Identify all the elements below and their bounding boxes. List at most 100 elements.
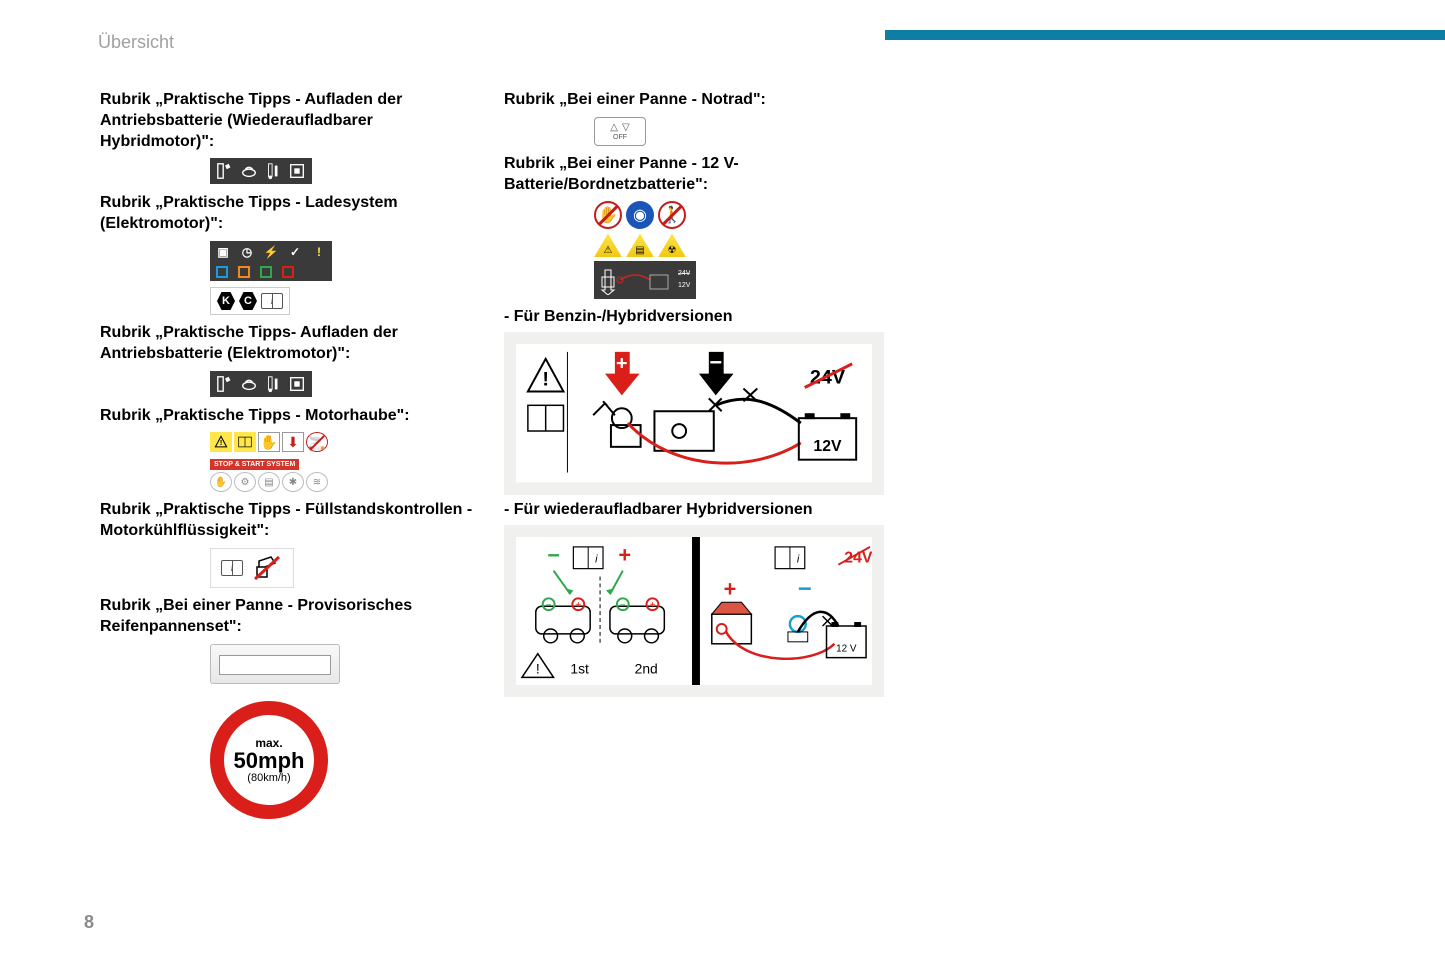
goggles-required-icon: ◉ [626,201,654,229]
icon-strip-hybrid-charge [210,158,480,185]
cable-icon [240,375,258,393]
jump-mini-diagram: 24V 12V [600,265,690,295]
charge-system-panel: ▣ ◷ ⚡ ✓ ! K C i [210,241,480,315]
right-column: Rubrik „Bei einer Panne - Notrad": △▽ OF… [504,86,884,827]
coolant-group: i [210,548,294,588]
charger-icon [288,162,306,180]
charge-panel-row2 [210,263,332,281]
hex-k: K [217,292,235,310]
v12-label: 12V [813,438,842,455]
left-column: Rubrik „Praktische Tipps - Aufladen der … [100,86,480,827]
spill-warn-icon: ⚠ [594,233,622,257]
no-pedestrian-icon: 🚶 [658,201,686,229]
motorhaube-icons: ! ✋ ⬇ 🚬 STOP & START SYSTEM ✋ ⚙ ▤ ✱ [210,432,480,492]
r-v12: 12 V [836,644,857,655]
kc-row: K C i [210,287,290,315]
tie-warn-icon: ⬇ [282,432,304,452]
svg-text:!: ! [536,660,540,676]
safety-row2: ⚠ ▤ ☢ [594,233,696,257]
rubrik-4: Rubrik „Praktische Tipps - Motorhaube": [100,406,480,427]
left-minus: − [547,543,560,568]
stop-start-label: STOP & START SYSTEM [210,459,299,470]
status-square-red [282,266,294,278]
motorhaube-row2: ✋ ⚙ ▤ ✱ ≋ [210,472,328,492]
plus-label: + [616,353,628,375]
cable-icon [240,162,258,180]
page-number: 8 [84,912,94,933]
heat-icon: ≋ [306,472,328,492]
plug-thermo-icon [264,162,282,180]
book-warn-icon: ▤ [626,233,654,257]
diagram-rechargeable-hybrid: − i + − + − + ! [504,525,884,697]
check-icon: ✓ [288,245,302,259]
svg-text:+: + [650,600,656,611]
safety-row1: ✋ ◉ 🚶 [594,201,696,229]
dark-icon-strip-2 [210,371,312,397]
tire-kit-group: max. 50mph (80km/h) [210,644,480,819]
off-label: OFF [603,134,637,141]
svg-text:12V: 12V [678,282,690,289]
alert-icon: ! [312,245,326,259]
status-square-blue [216,266,228,278]
battery-safety-icons: ✋ ◉ 🚶 ⚠ ▤ ☢ 24V [594,201,884,300]
second-label: 2nd [635,660,658,676]
coolant-icons: i [210,548,480,588]
header-accent-bar [885,30,1445,40]
jumpstart-diagram-1: ! + − [516,344,872,482]
hand-icon: ✋ [210,472,232,492]
page-header: Übersicht [0,32,1445,58]
tire-repair-kit-icon [210,644,340,684]
status-square-orange [238,266,250,278]
fan-icon: ✱ [282,472,304,492]
engine-icon: ⚙ [234,472,256,492]
first-label: 1st [570,660,589,676]
sub-benzin: - Für Benzin-/Hybridversionen [504,308,884,326]
charger-icon [288,375,306,393]
charge-panel: ▣ ◷ ⚡ ✓ ! [210,241,332,281]
rubrik-r1: Rubrik „Bei einer Panne - Notrad": [504,90,884,111]
triangle-pair: △▽ [603,122,637,133]
dark-icon-strip [210,158,312,184]
page-body: Rubrik „Praktische Tipps - Aufladen der … [100,86,890,827]
book-warn-icon [234,432,256,452]
no-open-hot-icon [253,555,283,581]
sub-wiederauflad: - Für wiederaufladbarer Hybridversionen [504,501,884,519]
rubrik-r2: Rubrik „Bei einer Panne - 12 V-Batterie/… [504,154,884,196]
jumpstart-diagram-2: − i + − + − + ! [516,537,872,685]
motorhaube-row-stopstart: STOP & START SYSTEM [210,453,328,471]
icon-strip-ev-charge [210,371,480,398]
book-info-icon: i [261,293,283,309]
rubrik-5: Rubrik „Praktische Tipps - Füllstandskon… [100,500,480,542]
dashboard-off-icon: △▽ OFF [594,117,646,146]
rubrik-3: Rubrik „Praktische Tipps- Aufladen der A… [100,323,480,365]
rubrik-1: Rubrik „Praktische Tipps - Aufladen der … [100,90,480,152]
header-title: Übersicht [98,32,174,53]
warn-triangle-icon: ! [210,432,232,452]
jump-start-strip: 24V 12V [594,261,696,299]
book-info-icon: i [221,560,243,576]
clock-icon: ◷ [240,245,254,259]
left-plus: + [618,543,631,568]
bolt-icon: ⚡ [264,245,278,259]
speed-main: 50mph [234,750,305,772]
rubrik-6: Rubrik „Bei einer Panne - Provisorisches… [100,596,480,638]
rubrik-2: Rubrik „Praktische Tipps - Ladesystem (E… [100,193,480,235]
r-minus: − [798,576,812,602]
corrosive-warn-icon: ☢ [658,233,686,257]
speed-limit-sign: max. 50mph (80km/h) [210,701,328,819]
r-plus: + [724,576,737,601]
book-slash-icon: ▤ [258,472,280,492]
hex-c: C [239,292,257,310]
status-square-green [260,266,272,278]
notrad-icon: △▽ OFF [594,117,884,146]
diagram-benzin-hybrid: ! + − [504,332,884,494]
seat-icon [216,375,234,393]
charge-panel-row1: ▣ ◷ ⚡ ✓ ! [210,241,332,263]
svg-text:24V: 24V [678,270,690,277]
svg-text:!: ! [542,369,549,391]
battery-icon: ▣ [216,245,230,259]
svg-text:+: + [575,600,581,611]
svg-text:−: − [620,600,626,611]
svg-text:−: − [546,600,552,611]
fingers-pinch-icon: ✋ [258,432,280,452]
